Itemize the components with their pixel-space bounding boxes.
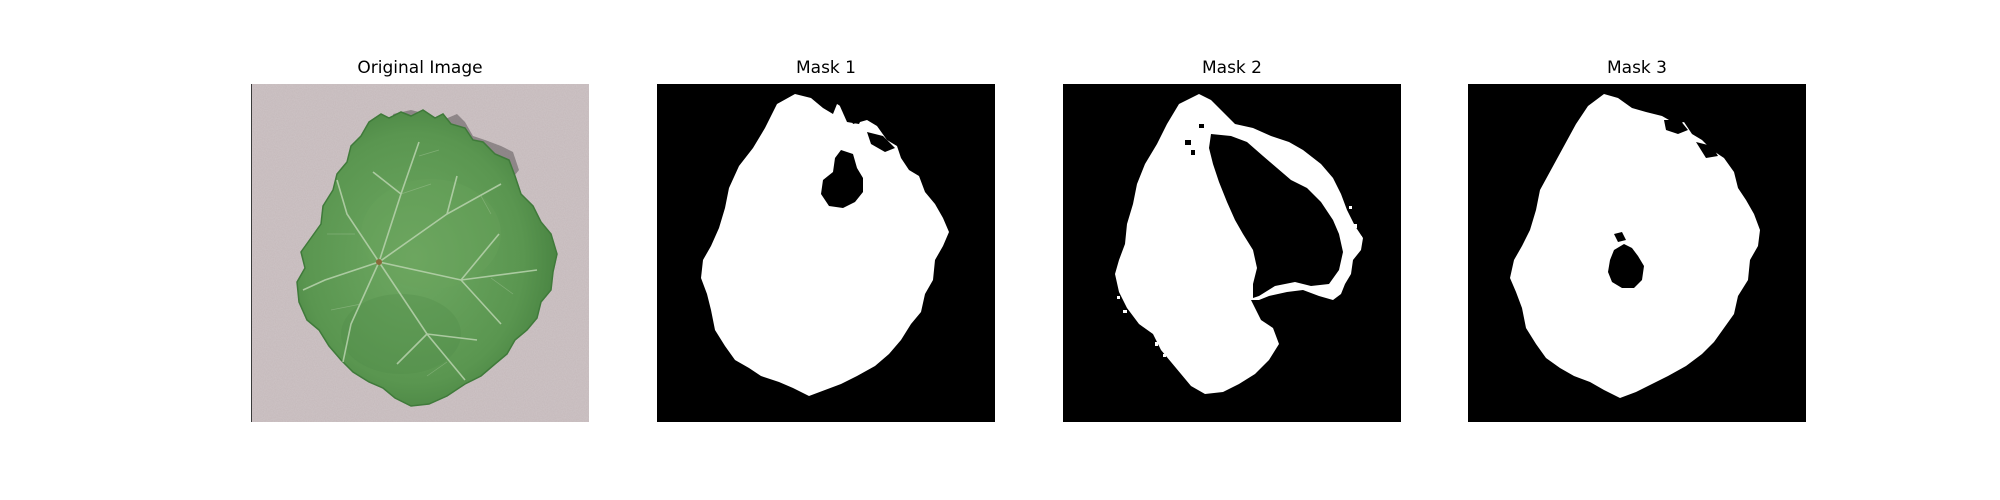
panel-title-mask-3: Mask 3 (1606, 58, 1667, 78)
leaf-petiole-point (376, 259, 382, 265)
mask-2-image (1063, 84, 1401, 422)
mask-2-holes (1185, 124, 1204, 155)
panel-title-original: Original Image (357, 58, 483, 78)
original-image (251, 84, 589, 422)
leaf-photo (251, 84, 589, 422)
mask-2-black-region (1209, 134, 1343, 298)
mask-3 (1468, 84, 1806, 422)
mask-3-small-hole (1614, 232, 1626, 242)
leaf-lower-shade (341, 294, 461, 374)
mask-3-notch-c (1632, 96, 1646, 110)
mask-2 (1063, 84, 1401, 422)
leaf-minor-veins (327, 149, 514, 377)
mask-3-foreground (1510, 94, 1760, 398)
mask-1-notch-b (867, 132, 895, 152)
mask-2-foreground (1115, 94, 1363, 394)
mask-1 (657, 84, 995, 422)
leaf-veins (302, 141, 538, 381)
mask-1-notch-c (817, 96, 833, 106)
mask-3-notch-a (1664, 120, 1688, 134)
panel-title-mask-2: Mask 2 (1201, 58, 1262, 78)
mask-2-speckles (1117, 206, 1362, 357)
leaf-highlight (361, 179, 501, 289)
mask-3-image (1468, 84, 1806, 422)
mask-1-notch-a (839, 104, 863, 124)
mask-3-notch-b (1696, 142, 1718, 158)
mask-1-foreground (701, 94, 949, 396)
panel-title-mask-1: Mask 1 (795, 58, 856, 78)
mask-1-image (657, 84, 995, 422)
leaf-body (296, 109, 558, 407)
